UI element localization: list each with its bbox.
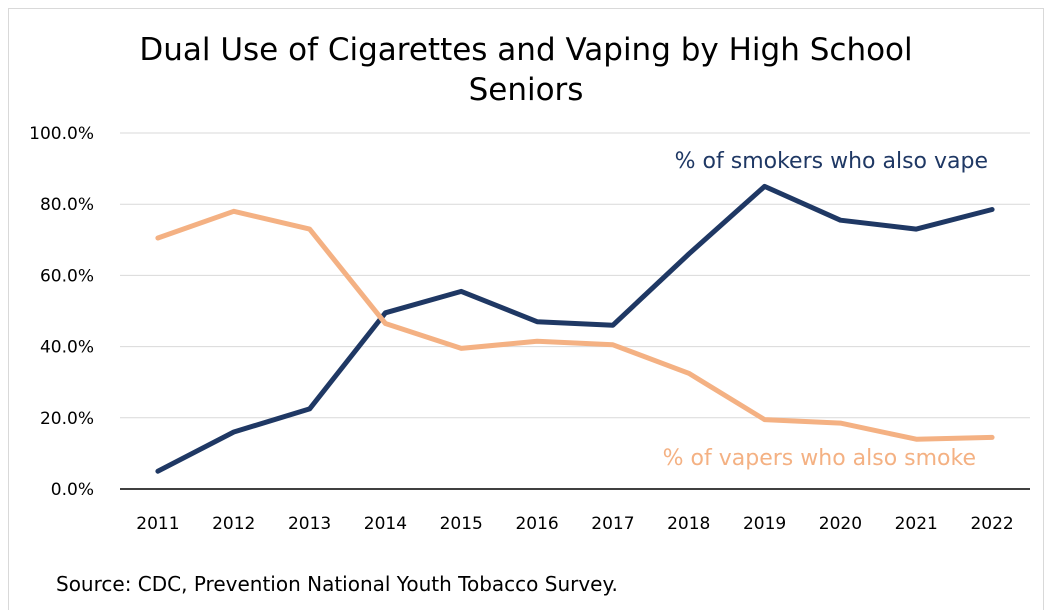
x-axis: 2011 2012 2013 2014 2015 2016 2017 2018 2019 2020… (120, 488, 1030, 534)
series-annotations: % of smokers who also vape % of vapers wh… (663, 149, 988, 471)
y-tick-label: 100.0% (29, 124, 94, 144)
source-note: Source: CDC, Prevention National Youth T… (56, 572, 618, 596)
x-tick-label: 2018 (667, 514, 710, 534)
x-tick-label: 2014 (364, 514, 407, 534)
y-tick-label: 80.0% (40, 195, 94, 215)
x-tick-label: 2012 (212, 514, 255, 534)
y-tick-label: 60.0% (40, 266, 94, 286)
x-tick-label: 2011 (136, 514, 179, 534)
y-tick-label: 40.0% (40, 338, 94, 358)
series-line-vapers-who-smoke (155, 208, 995, 442)
x-tick-label: 2016 (515, 514, 558, 534)
y-axis: 0.0% 20.0% 40.0% 60.0% 80.0% 100.0% (29, 124, 94, 500)
gridlines (120, 132, 1030, 419)
chart-title: Dual Use of Cigarettes and Vaping by Hig… (139, 32, 913, 108)
x-tick-label: 2022 (970, 514, 1013, 534)
x-tick-label: 2013 (288, 514, 331, 534)
series-line-smokers-who-vape (155, 183, 995, 474)
x-tick-label: 2017 (591, 514, 634, 534)
x-tick-label: 2019 (743, 514, 786, 534)
y-tick-label: 0.0% (51, 480, 94, 500)
y-tick-label: 20.0% (40, 409, 94, 429)
x-tick-label: 2020 (819, 514, 862, 534)
annotation-vapers-who-smoke: % of vapers who also smoke (663, 446, 976, 471)
x-tick-label: 2021 (895, 514, 938, 534)
series-lines (155, 183, 995, 474)
chart-frame (8, 8, 1044, 610)
annotation-smokers-who-vape: % of smokers who also vape (675, 149, 988, 174)
x-tick-label: 2015 (440, 514, 483, 534)
line-chart: 0.0%20.0%40.0%60.0%80.0%100.0% 2011 2012 2… (29, 124, 1030, 534)
